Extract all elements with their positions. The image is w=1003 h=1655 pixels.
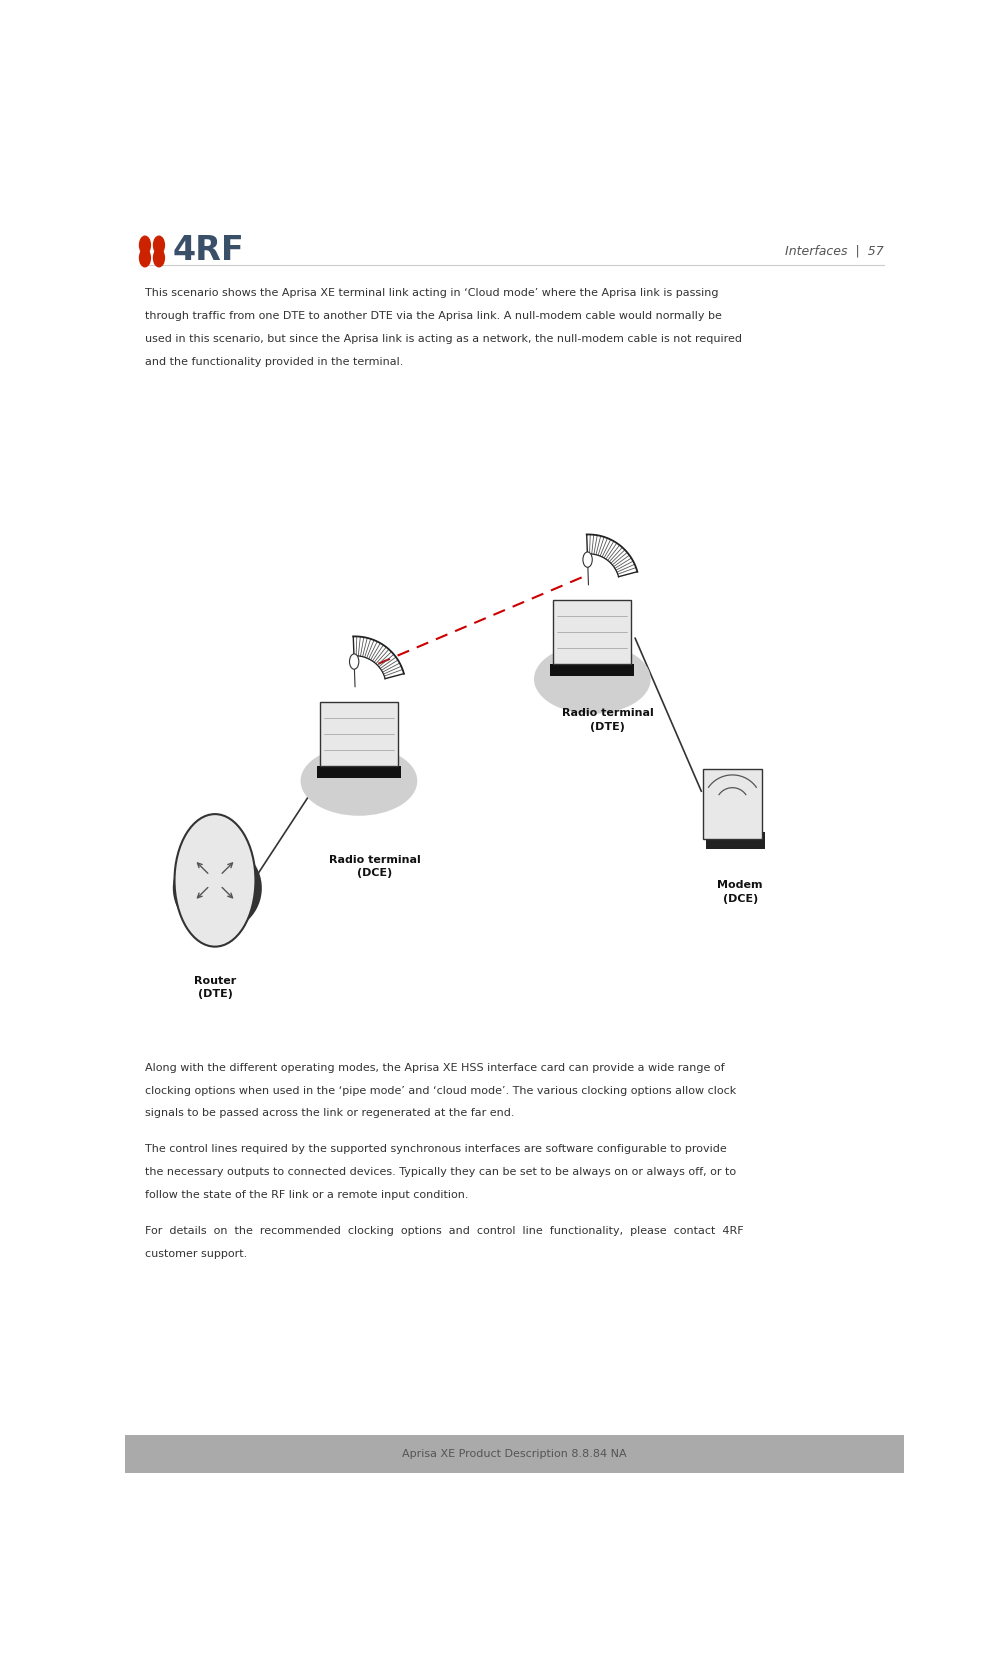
Text: Along with the different operating modes, the Aprisa XE HSS interface card can p: Along with the different operating modes… (144, 1063, 724, 1072)
Text: Router
(DTE): Router (DTE) (194, 976, 236, 1000)
FancyBboxPatch shape (702, 770, 761, 839)
Text: customer support.: customer support. (144, 1248, 247, 1259)
Circle shape (153, 248, 164, 266)
Text: The control lines required by the supported synchronous interfaces are software : The control lines required by the suppor… (144, 1144, 726, 1154)
Circle shape (349, 654, 358, 669)
FancyBboxPatch shape (550, 664, 634, 677)
Text: and the functionality provided in the terminal.: and the functionality provided in the te… (144, 356, 403, 367)
Text: This scenario shows the Aprisa XE terminal link acting in ‘Cloud mode’ where the: This scenario shows the Aprisa XE termin… (144, 288, 718, 298)
Text: through traffic from one DTE to another DTE via the Aprisa link. A null-modem ca: through traffic from one DTE to another … (144, 311, 721, 321)
Ellipse shape (300, 746, 417, 816)
Text: the necessary outputs to connected devices. Typically they can be set to be alwa: the necessary outputs to connected devic… (144, 1167, 735, 1177)
FancyBboxPatch shape (317, 766, 400, 778)
Text: clocking options when used in the ‘pipe mode’ and ‘cloud mode’. The various cloc: clocking options when used in the ‘pipe … (144, 1086, 735, 1096)
Circle shape (175, 814, 255, 947)
Text: Aprisa XE Product Description 8.8.84 NA: Aprisa XE Product Description 8.8.84 NA (402, 1448, 626, 1458)
Text: signals to be passed across the link or regenerated at the far end.: signals to be passed across the link or … (144, 1109, 514, 1119)
Ellipse shape (534, 644, 650, 713)
FancyBboxPatch shape (553, 601, 631, 664)
FancyBboxPatch shape (706, 831, 764, 849)
Circle shape (153, 237, 164, 253)
Text: 4RF: 4RF (173, 235, 245, 268)
Circle shape (139, 248, 150, 266)
Text: Radio terminal
(DCE): Radio terminal (DCE) (328, 856, 420, 879)
Circle shape (583, 553, 592, 568)
Text: For  details  on  the  recommended  clocking  options  and  control  line  funct: For details on the recommended clocking … (144, 1226, 743, 1236)
Text: Radio terminal
(DTE): Radio terminal (DTE) (562, 708, 653, 732)
FancyBboxPatch shape (125, 1435, 903, 1473)
Text: follow the state of the RF link or a remote input condition.: follow the state of the RF link or a rem… (144, 1190, 468, 1200)
FancyBboxPatch shape (320, 702, 397, 766)
Ellipse shape (173, 844, 262, 932)
Text: used in this scenario, but since the Aprisa link is acting as a network, the nul: used in this scenario, but since the Apr… (144, 334, 741, 344)
Text: Interfaces  |  57: Interfaces | 57 (784, 245, 884, 257)
Text: Modem
(DCE): Modem (DCE) (717, 880, 762, 904)
Circle shape (139, 237, 150, 253)
